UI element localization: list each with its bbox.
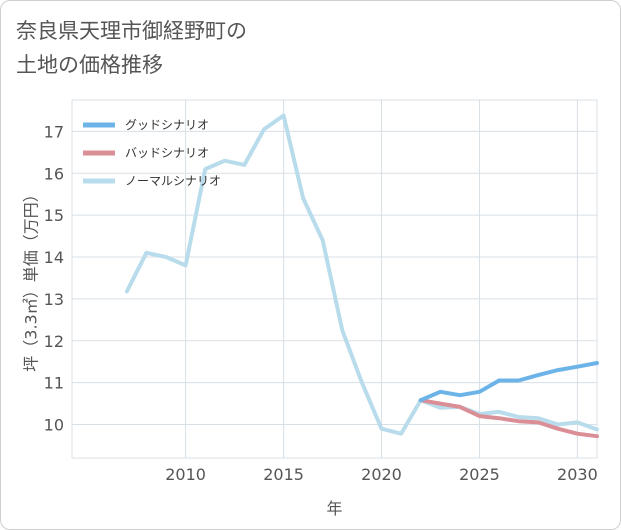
y-axis-label: 坪（3.3㎡）単価（万円）: [22, 186, 41, 371]
legend-label-1: グッドシナリオ: [125, 118, 209, 132]
y-tick-label: 11: [44, 374, 64, 393]
series-line-3: [124, 113, 599, 436]
chart-title-line2: 土地の価格推移: [16, 53, 163, 77]
y-tick-label: 15: [44, 206, 64, 225]
y-tick-label: 13: [44, 290, 64, 309]
x-tick-label: 2030: [557, 465, 598, 484]
legend-label-2: バッドシナリオ: [125, 146, 209, 160]
x-tick-label: 2010: [165, 465, 206, 484]
series-line-1: [418, 361, 599, 403]
y-tick-label: 16: [44, 164, 64, 183]
x-tick-label: 2015: [263, 465, 304, 484]
y-tick-label: 17: [44, 122, 64, 141]
x-axis-label: 年: [326, 499, 342, 518]
y-tick-label: 10: [44, 416, 64, 435]
x-tick-label: 2020: [361, 465, 402, 484]
x-tick-label: 2025: [459, 465, 500, 484]
grid: [71, 99, 598, 459]
series-layer: [124, 113, 599, 439]
plot-area: [71, 99, 598, 459]
chart-title-line1: 奈良県天理市御経野町の: [16, 19, 247, 43]
y-axis-ticks: 10 11 12 13 14 15 16 17: [44, 122, 64, 434]
x-axis-ticks: 2010 2015 2020 2025 2030: [165, 465, 598, 484]
legend-label-3: ノーマルシナリオ: [125, 174, 221, 188]
y-tick-label: 14: [44, 248, 64, 267]
chart-title: 奈良県天理市御経野町の 土地の価格推移: [16, 14, 247, 82]
y-tick-label: 12: [44, 332, 64, 351]
series-line-2: [418, 398, 599, 439]
